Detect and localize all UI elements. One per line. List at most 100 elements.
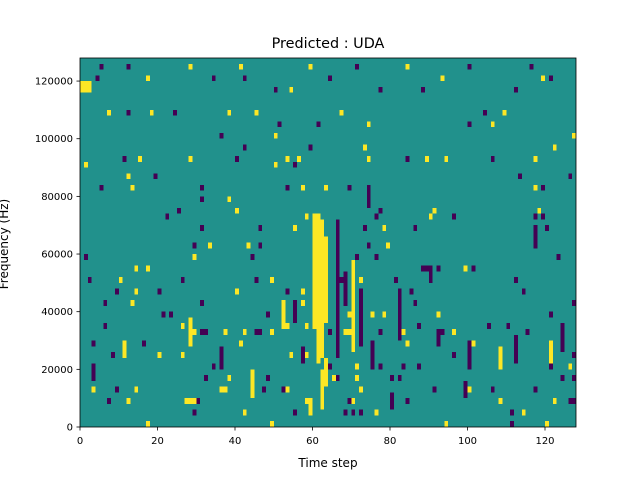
heatmap-cell [533,213,538,220]
heatmap-cell [405,156,410,162]
heatmap-cell [432,207,437,214]
heatmap-cell [250,369,255,399]
heatmap-cell [347,311,352,318]
heatmap-cell [417,363,421,370]
heatmap-cell [180,352,185,358]
heatmap-cell [103,300,108,306]
heatmap-cell [157,352,162,358]
heatmap-cell [207,242,212,249]
heatmap-cell [324,357,328,387]
heatmap-cell [204,328,208,335]
heatmap-cell [269,277,274,283]
heatmap-cell [83,254,88,260]
heatmap-cell [87,81,92,93]
heatmap-cell [428,213,433,220]
heatmap-cell [355,363,359,370]
heatmap-cell [343,409,348,416]
heatmap-cell [219,132,224,139]
heatmap-cell [138,156,142,162]
heatmap-cell [227,109,232,116]
heatmap-cell [572,132,576,139]
heatmap-cell [467,386,472,393]
heatmap-cell [188,317,193,347]
heatmap-cell [122,340,127,358]
heatmap-cell [486,323,491,329]
heatmap-cell [560,323,565,353]
heatmap-cell [300,184,305,191]
heatmap-cell [238,63,243,70]
heatmap-cell [378,207,383,214]
heatmap-cell [382,225,387,231]
heatmap-cell [378,328,383,335]
heatmap-cell [514,86,518,93]
heatmap-cell [517,173,522,180]
heatmap-cell [269,328,274,335]
y-tick-label: 80000 [41,192,73,203]
heatmap-cell [308,144,313,151]
heatmap-cell [235,156,239,162]
heatmap-cell [490,121,495,128]
heatmap-cell [273,161,278,168]
heatmap-cell [130,300,135,306]
heatmap-cell [285,386,290,393]
heatmap-cell [223,386,228,393]
heatmap-cell [324,236,328,324]
heatmap-cell [440,75,445,82]
heatmap-cell [568,398,573,404]
heatmap-cell [281,300,286,329]
heatmap-cell [359,409,363,416]
heatmap-cell [355,63,359,70]
plot-area [79,57,577,428]
heatmap-cell [347,328,352,335]
heatmap-cell [510,409,514,416]
heatmap-cell [200,300,204,306]
heatmap-cell [107,398,111,404]
heatmap-cell [281,386,286,393]
heatmap-cell [502,109,507,116]
heatmap-cell [192,254,197,260]
heatmap-cell [490,386,495,393]
heatmap-cell [545,225,549,231]
heatmap-cell [390,375,394,381]
heatmap-cell [467,121,472,128]
heatmap-cell [405,340,410,347]
y-tick-label: 40000 [41,307,73,318]
heatmap-cell [285,288,290,295]
heatmap-cell [359,277,363,283]
axes-frame [79,57,577,428]
heatmap-cell [289,352,294,358]
heatmap-cell [537,207,542,214]
x-tick-label: 120 [535,436,554,447]
x-axis: 0 20 40 60 80 100 120 [77,427,555,447]
heatmap-cell [242,328,247,335]
heatmap-cell [525,328,530,335]
heatmap-cell [134,386,139,393]
heatmap-cell [393,277,398,283]
heatmap-cell [366,156,371,162]
heatmap-cell [467,340,472,370]
heatmap-cell [463,380,468,399]
heatmap-cell [134,265,139,272]
heatmap-cell [242,144,247,151]
heatmap-cell [293,300,297,324]
heatmap-cell [83,161,88,168]
heatmap-cell [421,86,425,93]
heatmap-cell [343,271,348,306]
heatmap-cell [533,156,538,162]
heatmap-cell [390,392,394,410]
heatmap-cell [374,254,379,260]
heatmap-cell [308,398,313,416]
heatmap-cell [304,352,309,358]
heatmap-cell [374,213,379,220]
heatmap-cell [200,184,204,191]
heatmap-cell [269,421,274,427]
heatmap-cell [560,375,565,381]
heatmap-cell [169,311,173,318]
heatmap-cell [200,225,204,231]
heatmap-cell [219,346,224,370]
heatmap-cell [103,323,108,329]
heatmap-cell [424,156,429,162]
heatmap-cell [355,375,359,381]
heatmap-cell [552,398,557,404]
